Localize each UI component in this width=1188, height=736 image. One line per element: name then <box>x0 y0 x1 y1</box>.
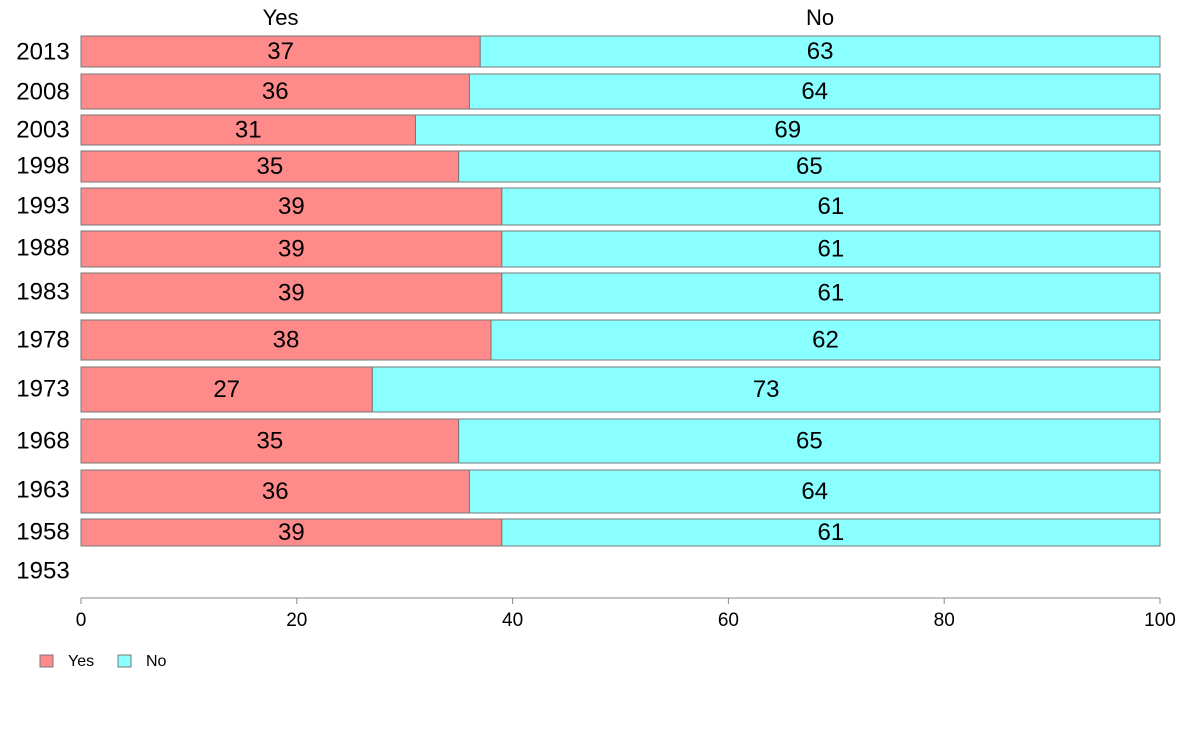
column-header-no: No <box>806 5 834 30</box>
bar-label-yes-1973: 27 <box>213 376 240 403</box>
bar-label-no-1973: 73 <box>753 376 780 403</box>
bar-label-no-2003: 69 <box>774 116 801 143</box>
year-label-1963: 1963 <box>16 476 69 503</box>
bar-label-no-1968: 65 <box>796 427 823 454</box>
bar-yes-1973 <box>80 366 373 413</box>
bar-yes-1968 <box>80 418 460 464</box>
column-headers: Yes No <box>263 5 835 30</box>
bar-no-1998 <box>458 150 1161 183</box>
x-tick-label-100: 100 <box>1144 610 1176 631</box>
bar-no-2008 <box>468 73 1161 110</box>
bar-no-1958 <box>501 518 1161 547</box>
bar-yes-1998 <box>80 150 460 183</box>
bar-label-no-1993: 61 <box>818 193 845 220</box>
year-label-2013: 2013 <box>16 38 69 65</box>
bar-no-1993 <box>501 187 1161 226</box>
year-label-1968: 1968 <box>16 427 69 454</box>
year-label-1983: 1983 <box>16 278 69 305</box>
bar-label-no-1988: 61 <box>818 235 845 262</box>
bar-yes-2013 <box>80 35 481 68</box>
bar-no-1988 <box>501 230 1161 268</box>
year-label-1958: 1958 <box>16 518 69 545</box>
bar-label-yes-1958: 39 <box>278 519 305 546</box>
legend: Yes No <box>39 653 167 670</box>
bar-label-no-2008: 64 <box>801 78 828 105</box>
year-label-1988: 1988 <box>16 234 69 261</box>
bar-label-yes-1993: 39 <box>278 193 305 220</box>
bar-label-no-2013: 63 <box>807 38 834 65</box>
bar-yes-2003 <box>80 114 416 146</box>
bar-no-1973 <box>371 366 1161 413</box>
x-tick-label-60: 60 <box>718 610 739 631</box>
bar-no-1978 <box>490 319 1161 361</box>
bar-label-yes-2013: 37 <box>267 38 294 65</box>
bar-label-yes-1988: 39 <box>278 235 305 262</box>
bar-yes-1963 <box>80 469 470 514</box>
year-label-1953: 1953 <box>16 557 69 584</box>
legend-swatch-yes <box>39 654 54 668</box>
x-axis: 0 20 40 60 80 100 <box>76 597 1176 631</box>
x-tick-label-0: 0 <box>76 610 87 631</box>
bar-no-2003 <box>414 114 1161 146</box>
x-tick-label-80: 80 <box>934 610 955 631</box>
bar-label-no-1958: 61 <box>818 519 845 546</box>
x-tick-label-40: 40 <box>502 610 523 631</box>
bar-no-2013 <box>479 35 1161 68</box>
bar-label-no-1963: 64 <box>801 478 828 505</box>
bar-yes-1983 <box>80 272 503 314</box>
year-label-2008: 2008 <box>16 78 69 105</box>
bar-yes-1993 <box>80 187 503 226</box>
bars: 37 63 36 64 31 69 35 65 39 61 39 61 39 61 38 62 27 73 35 65… <box>80 35 1161 547</box>
bar-yes-2008 <box>80 73 470 110</box>
bar-label-yes-1978: 38 <box>273 326 300 353</box>
bar-label-yes-2008: 36 <box>262 78 289 105</box>
bar-no-1963 <box>468 469 1161 514</box>
year-labels: 2013 2008 2003 1998 1993 1988 1983 1978 1973 1968… <box>16 38 69 584</box>
year-label-1993: 1993 <box>16 192 69 219</box>
bar-label-yes-1963: 36 <box>262 478 289 505</box>
year-label-1998: 1998 <box>16 152 69 179</box>
year-label-2003: 2003 <box>16 116 69 143</box>
bar-label-no-1983: 61 <box>818 279 845 306</box>
bar-label-no-1978: 62 <box>812 326 839 353</box>
bar-label-yes-1983: 39 <box>278 279 305 306</box>
bar-label-yes-2003: 31 <box>235 116 262 143</box>
year-label-1978: 1978 <box>16 326 69 353</box>
bar-no-1983 <box>501 272 1161 314</box>
legend-swatch-no <box>117 654 132 668</box>
legend-label-no: No <box>146 653 167 670</box>
bar-label-yes-1998: 35 <box>256 153 283 180</box>
bar-yes-1958 <box>80 518 503 547</box>
bar-label-no-1998: 65 <box>796 153 823 180</box>
bar-label-yes-1968: 35 <box>256 427 283 454</box>
year-label-1973: 1973 <box>16 375 69 402</box>
legend-label-yes: Yes <box>68 653 94 670</box>
column-header-yes: Yes <box>263 5 299 30</box>
x-tick-label-20: 20 <box>286 610 307 631</box>
bar-no-1968 <box>458 418 1161 464</box>
